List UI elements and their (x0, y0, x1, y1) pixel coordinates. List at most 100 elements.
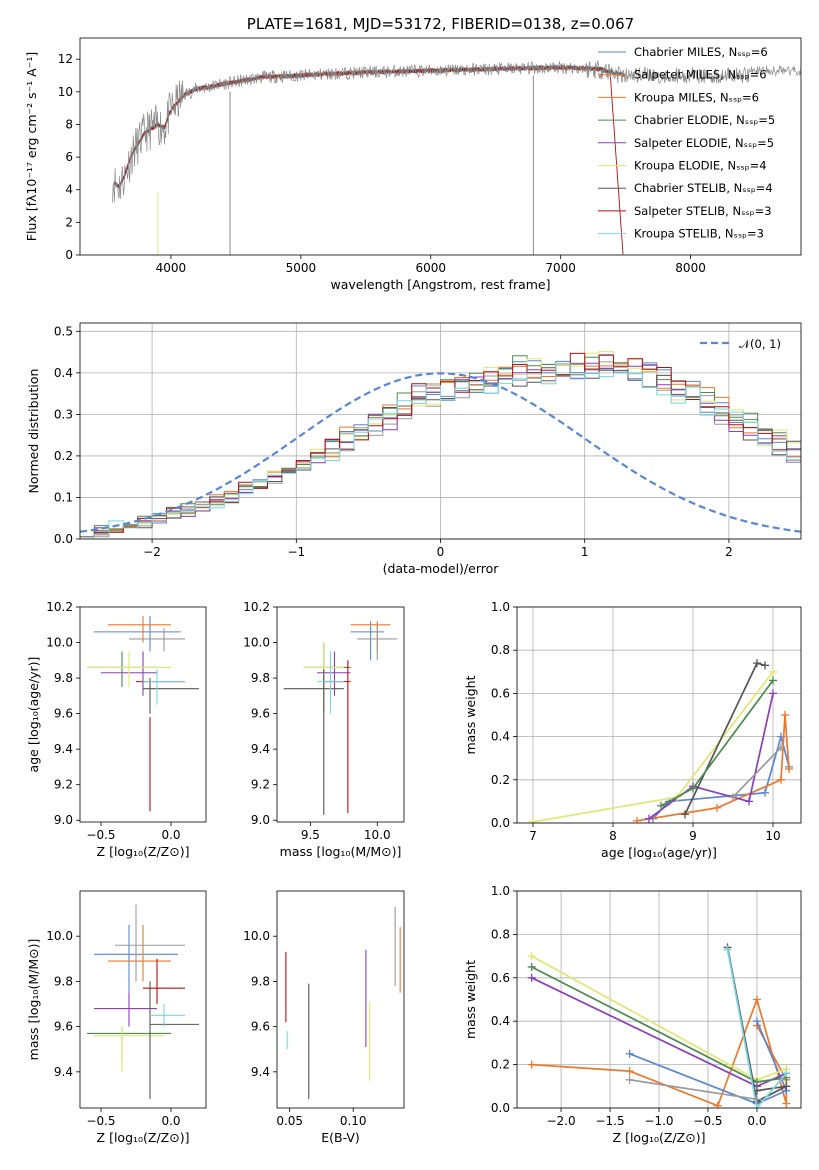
x-tick-label: 0.0 (161, 828, 180, 842)
y-axis-label: mass [log₁₀(M/M⊙)] (26, 939, 41, 1061)
mass-weight-series (636, 714, 790, 822)
marker-plus (781, 711, 789, 719)
axes-frame (79, 37, 802, 256)
histogram-series (80, 363, 801, 538)
x-tick-label: −2.0 (546, 1114, 575, 1128)
marker-plus (529, 817, 537, 823)
y-tick-label: 9.4 (251, 1065, 270, 1079)
model-line (113, 64, 626, 186)
marker-plus (657, 801, 665, 810)
y-tick-label: 9.4 (251, 742, 270, 756)
panel-mass-vs-Z: −0.5 0.0 9.4 9.6 9.8 10.0 Z [log₁₀(Z/Z⊙)] mass … (26, 890, 207, 1145)
panel-massweight-vs-age: 7 8 9 10 0.0 0.2 0.4 0.6 0.8 1.0 age [log₁₀(age/yr… (463, 600, 802, 860)
marker-plus (761, 788, 769, 797)
mass-weight-series (629, 1020, 788, 1105)
x-tick-label: 9.5 (301, 828, 320, 842)
normal-curve (80, 372, 801, 533)
marker-plus (625, 1049, 634, 1058)
y-tick-label: 9.4 (54, 1065, 73, 1079)
y-axis-label: Flux [fλ10⁻¹⁷ erg cm⁻² s⁻¹ A⁻¹] (24, 52, 39, 241)
plot-area (285, 906, 401, 1099)
y-axis-label: age [log₁₀(age/yr)] (26, 657, 41, 773)
plot-area (87, 615, 199, 812)
legend: 𝒩(0, 1) (700, 337, 781, 351)
mass-weight-series (648, 693, 774, 820)
x-tick-label: −1.0 (644, 1114, 673, 1128)
y-tick-label: 10.2 (243, 600, 270, 614)
marker-plus (689, 784, 697, 793)
marker-plus (752, 1017, 761, 1026)
marker-plus (527, 962, 536, 971)
plot-area (529, 659, 793, 823)
x-tick-label: −0.5 (86, 828, 115, 842)
y-tick-label: 10.2 (46, 600, 73, 614)
legend-entry: Salpeter ELODIE, Nₛₛₚ=5 (634, 136, 774, 150)
x-tick-label: 0 (437, 545, 445, 559)
marker-plus (761, 661, 769, 670)
marker-plus (769, 689, 777, 698)
axes-frame (79, 606, 207, 823)
x-tick-label: 2 (725, 545, 733, 559)
x-tick-label: −0.5 (693, 1114, 722, 1128)
y-tick-label: 0.0 (491, 816, 510, 830)
marker-plus (745, 797, 753, 806)
y-tick-label: 8 (65, 117, 73, 131)
y-tick-label: 0.4 (491, 730, 510, 744)
panel-residuals: −2 −1 0 1 2 0.0 0.1 0.2 0.3 0.4 0.5 (data-model)/er… (26, 322, 802, 576)
model-line (113, 64, 626, 189)
y-tick-label: 4 (65, 183, 73, 197)
y-tick-label: 9.8 (54, 671, 73, 685)
x-axis-label: E(B-V) (321, 1130, 360, 1145)
marker-plus (769, 676, 777, 685)
y-tick-label: 0.0 (54, 532, 73, 546)
y-tick-label: 10.0 (46, 929, 73, 943)
y-tick-label: 0.6 (491, 686, 510, 700)
plot-area (80, 351, 801, 538)
marker-plus (753, 659, 761, 668)
chart-title: PLATE=1681, MJD=53172, FIBERID=0138, z=0… (247, 15, 634, 33)
plot-area (112, 60, 801, 255)
y-tick-label: 9.8 (251, 671, 270, 685)
marker-plus (752, 995, 761, 1004)
model-line (113, 64, 626, 188)
y-tick-label: 6 (65, 150, 73, 164)
x-tick-label: 1 (581, 545, 589, 559)
data-spectrum (112, 60, 801, 203)
x-tick-label: 4000 (156, 261, 187, 275)
marker-plus (723, 945, 732, 954)
marker-plus (633, 816, 641, 823)
y-tick-label: 12 (58, 52, 73, 66)
panel-age-vs-Z: −0.5 0.0 9.0 9.2 9.4 9.6 9.8 10.0 10.2 Z [log₁₀(Z… (26, 600, 207, 859)
y-tick-label: 10.0 (243, 636, 270, 650)
marker-plus (769, 667, 777, 676)
x-tick-label: 8000 (675, 261, 706, 275)
x-tick-label: 7000 (545, 261, 576, 275)
legend-entry: Kroupa ELODIE, Nₛₛₚ=4 (634, 159, 767, 173)
model-line (113, 64, 626, 190)
mass-weight-series (660, 679, 774, 807)
marker-plus (782, 1082, 791, 1091)
legend-entry: Salpeter STELIB, Nₛₛₚ=3 (634, 204, 772, 218)
x-tick-label: 0.0 (747, 1114, 766, 1128)
plot-area (527, 943, 791, 1108)
x-tick-label: −2 (143, 545, 161, 559)
plot-area (283, 621, 398, 815)
y-tick-label: 0.2 (491, 773, 510, 787)
y-tick-label: 0.3 (54, 407, 73, 421)
y-tick-label: 0.2 (491, 1058, 510, 1072)
y-axis-label: mass weight (463, 675, 478, 754)
y-tick-label: 1.0 (491, 600, 510, 614)
x-axis-label: Z [log₁₀(Z/Z⊙)] (97, 1130, 190, 1145)
x-tick-label: 8 (609, 829, 617, 843)
y-tick-label: 9.8 (251, 974, 270, 988)
axes-frame (276, 606, 405, 823)
marker-plus (527, 952, 536, 961)
axes-frame (516, 606, 802, 824)
x-tick-label: −1 (287, 545, 305, 559)
x-tick-label: 0.10 (340, 1114, 367, 1128)
y-tick-label: 0.4 (54, 366, 73, 380)
marker-plus (681, 810, 689, 819)
marker-plus (713, 803, 721, 812)
y-tick-label: 9.6 (54, 1020, 73, 1034)
